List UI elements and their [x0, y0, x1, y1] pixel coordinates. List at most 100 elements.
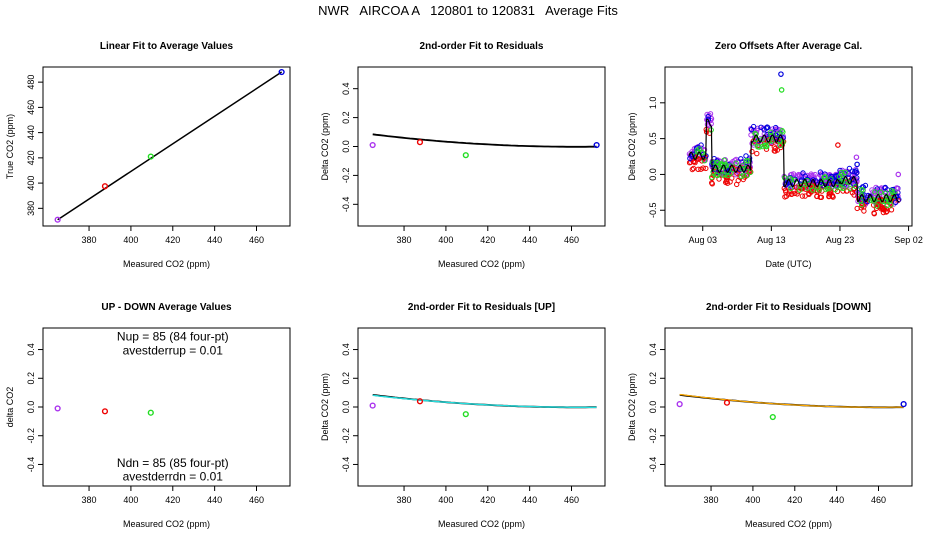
data-point: [802, 193, 808, 199]
outlier-point: [835, 142, 841, 148]
data-point: [723, 179, 729, 186]
data-point: [853, 168, 859, 174]
data-point: [756, 144, 762, 150]
data-point: [687, 155, 693, 162]
data-point: [849, 176, 855, 183]
data-point: [788, 185, 794, 192]
x-tick-label: 400: [123, 235, 138, 245]
chart-p2: 2nd-order Fit to Residuals 380 400 420 440 46…: [320, 41, 606, 269]
data-point: [833, 173, 839, 179]
data-point: [799, 193, 806, 199]
fit-curve: [679, 394, 904, 409]
outlier-point: [854, 161, 860, 168]
fit-curve: [372, 394, 597, 408]
x-tick-label: 420: [480, 235, 495, 245]
x-tick-label: 400: [438, 235, 453, 245]
y-tick-label: 400: [26, 176, 36, 191]
data-point: [874, 203, 880, 209]
fit-curve: [372, 133, 597, 148]
y-axis-label: delta CO2: [5, 387, 15, 428]
fit-curve: [679, 393, 904, 408]
x-tick-label: 440: [522, 495, 537, 505]
data-point: [721, 157, 727, 163]
x-tick-label: 460: [564, 235, 579, 245]
data-point: [787, 172, 794, 178]
outlier-point: [853, 154, 860, 161]
y-tick-label: 1.0: [648, 97, 658, 110]
data-point: [695, 166, 701, 173]
data-point: [878, 187, 884, 193]
data-point: [696, 146, 702, 152]
data-point: [893, 199, 899, 206]
y-tick-label: 0.4: [26, 343, 36, 356]
data-point: [725, 172, 731, 179]
outlier-point: [778, 71, 784, 77]
plot-frame: [664, 66, 913, 227]
x-tick-label: 400: [745, 495, 760, 505]
x-tick-label: 380: [397, 235, 412, 245]
y-axis-label: Delta CO2 (ppm): [627, 373, 637, 441]
data-point: [884, 202, 890, 209]
x-tick-label: Sep 02: [894, 235, 923, 245]
data-point: [751, 140, 758, 146]
data-point: [774, 131, 781, 137]
data-point: [852, 169, 858, 175]
y-axis-label: Delta CO2 (ppm): [627, 112, 637, 180]
data-point: [722, 172, 728, 178]
x-tick-label: 380: [82, 495, 97, 505]
data-point: [732, 157, 738, 164]
y-tick-label: -0.4: [26, 457, 36, 473]
data-point: [713, 172, 719, 178]
data-point: [768, 129, 774, 136]
data-point: [416, 398, 424, 405]
x-tick-label: 440: [522, 235, 537, 245]
y-tick-label: -0.2: [26, 428, 36, 444]
data-point: [593, 141, 600, 149]
chart-title: UP - DOWN Average Values: [101, 302, 232, 313]
y-tick-label: 0.2: [341, 111, 351, 124]
data-point: [846, 165, 853, 172]
chart-title: 2nd-order Fit to Residuals [UP]: [408, 302, 555, 313]
data-point: [709, 180, 715, 186]
annotation-text: avestderrdn = 0.01: [123, 470, 224, 484]
data-point: [689, 151, 696, 157]
data-point: [101, 183, 109, 190]
data-point: [723, 399, 731, 406]
y-tick-label: 0.2: [341, 372, 351, 385]
data-point: [703, 165, 709, 172]
y-tick-label: -0.4: [341, 457, 351, 473]
data-point: [880, 206, 886, 213]
y-tick-label: 0.2: [26, 372, 36, 385]
data-point: [782, 194, 788, 200]
chart-title: Linear Fit to Average Values: [100, 41, 234, 52]
data-point: [858, 202, 865, 208]
x-tick-label: 380: [82, 235, 97, 245]
mean-line: [688, 118, 900, 203]
y-tick-label: -0.2: [648, 428, 658, 444]
data-point: [147, 409, 154, 416]
data-point: [771, 144, 777, 150]
y-tick-label: 380: [26, 201, 36, 216]
x-tick-label: 380: [704, 495, 719, 505]
chart-p4: UP - DOWN Average Values 380 400 420 440 460 -…: [5, 302, 291, 529]
y-axis-label: Delta CO2 (ppm): [320, 373, 330, 441]
data-point: [854, 205, 860, 212]
y-axis-label: True CO2 (ppm): [5, 114, 15, 179]
data-point: [822, 171, 828, 177]
data-point: [740, 172, 747, 178]
x-tick-label: 400: [123, 495, 138, 505]
y-tick-label: -0.5: [648, 202, 658, 218]
data-point: [147, 153, 154, 160]
data-point: [794, 191, 800, 197]
data-point: [871, 211, 877, 217]
outlier-point: [895, 171, 902, 178]
y-tick-label: 0.5: [648, 132, 658, 145]
y-tick-label: 0.0: [341, 140, 351, 153]
data-point: [750, 123, 757, 130]
data-point: [754, 150, 760, 157]
data-point: [817, 169, 824, 175]
data-point: [780, 129, 786, 135]
y-tick-label: 0.0: [341, 401, 351, 414]
data-point: [54, 405, 61, 412]
data-point: [823, 186, 829, 193]
